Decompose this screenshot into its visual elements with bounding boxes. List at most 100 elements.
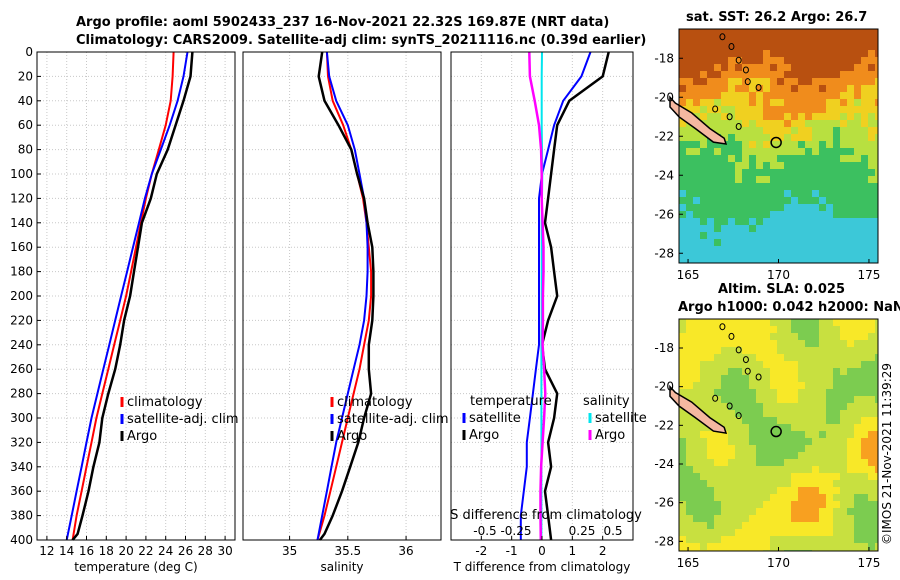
sal-legend-label: Argo: [337, 429, 367, 444]
temp-xtick-label: 18: [99, 544, 114, 558]
sst_map-xtick-label: 175: [858, 268, 881, 282]
diff-series-temperature-satellite: [519, 51, 592, 540]
sla_map-island: [712, 394, 719, 402]
sal-xtick-label: 35: [282, 544, 297, 558]
diff-top-tick-label: -0.25: [500, 524, 531, 538]
sla_map-ytick-label: -28: [654, 534, 674, 548]
sla_map-island: [728, 332, 735, 340]
sal-xtick-label: 35.5: [334, 544, 361, 558]
depth-tick-label: 40: [18, 94, 33, 108]
depth-tick-label: 400: [10, 533, 33, 547]
temp-series-argo: [71, 51, 194, 541]
sst_map-argo-location-marker: [770, 136, 782, 149]
sla_map-island: [735, 412, 742, 420]
diff-xtick-label: 2: [599, 544, 607, 558]
depth-tick-label: 200: [10, 289, 33, 303]
sal-legend-label: climatology: [337, 395, 413, 410]
sla_map-island: [742, 356, 749, 364]
depth-tick-label: 280: [10, 387, 33, 401]
sla_map-island: [719, 323, 726, 331]
sla_map-ytick-label: -18: [654, 341, 674, 355]
sla_map-ytick-label: -22: [654, 418, 674, 432]
depth-tick-label: 220: [10, 313, 33, 327]
temp-xtick-label: 20: [118, 544, 133, 558]
depth-tick-label: 240: [10, 338, 33, 352]
sal-series-satellite-adj-clim: [316, 51, 369, 541]
depth-tick-label: 60: [18, 118, 33, 132]
sst_map-xtick-label: 170: [767, 268, 790, 282]
sla_map-xtick-label: 165: [677, 556, 700, 570]
diff-xtick-label: -2: [475, 544, 487, 558]
diff-temp-legend-label: Argo: [469, 428, 499, 443]
depth-tick-label: 320: [10, 435, 33, 449]
sal-series-climatology: [316, 51, 373, 541]
chart-title-line1: Argo profile: aoml 5902433_237 16-Nov-20…: [76, 15, 610, 30]
depth-tick-label: 380: [10, 509, 33, 523]
diff-legend-header-salinity: salinity: [583, 394, 630, 409]
temp-xtick-label: 28: [198, 544, 213, 558]
temp-xtick-label: 30: [217, 544, 232, 558]
temp-xtick-label: 16: [79, 544, 94, 558]
sst_map-ytick-label: -20: [654, 90, 674, 104]
sla_map-argo-location-marker: [770, 425, 782, 438]
sal-xlabel: salinity: [320, 560, 363, 574]
sla_map-island: [755, 373, 762, 381]
temp-xtick-label: 12: [39, 544, 54, 558]
sst_map-ytick-label: -28: [654, 246, 674, 260]
temp-xtick-label: 26: [178, 544, 193, 558]
sla_map-island: [744, 367, 751, 375]
sla_map-xtick-label: 170: [767, 556, 790, 570]
temp-xtick-label: 24: [158, 544, 173, 558]
diff-top-axis-label: S difference from climatology: [450, 508, 642, 523]
diff-sal-legend-label: satellite: [595, 411, 647, 426]
temp-legend-label: climatology: [127, 395, 203, 410]
sst_map-island: [728, 43, 735, 51]
sal-series-argo: [317, 51, 375, 541]
sst_map-ytick-label: -22: [654, 129, 674, 143]
diff-top-tick-label: 0.25: [569, 524, 596, 538]
sst_map-island: [742, 66, 749, 74]
sst_map-ytick-label: -18: [654, 51, 674, 65]
sla_map-ytick-label: -20: [654, 380, 674, 394]
depth-tick-label: 160: [10, 240, 33, 254]
temp-legend-label: satellite-adj. clim: [127, 412, 239, 427]
sst_map-xtick-label: 165: [677, 268, 700, 282]
sst_map-ytick-label: -24: [654, 168, 674, 182]
diff-series-salinity-argo: [528, 51, 547, 541]
sst-map-title: sat. SST: 26.2 Argo: 26.7: [686, 10, 868, 25]
diff-temp-legend-label: satellite: [469, 411, 521, 426]
sla_map-island: [735, 346, 742, 354]
sla_map-raster: [679, 319, 878, 551]
diff-legend-header-temperature: temperature: [470, 394, 552, 409]
sst_map-island: [755, 84, 762, 91]
sst_map-island: [735, 123, 742, 130]
sst_map-new-caledonia-land: [669, 95, 728, 145]
sla_map-ytick-label: -26: [654, 496, 674, 510]
depth-tick-label: 260: [10, 362, 33, 376]
temp-series-climatology: [71, 51, 175, 541]
depth-tick-label: 0: [25, 45, 33, 59]
diff-sal-legend-label: Argo: [595, 428, 625, 443]
sal-xtick-label: 36: [398, 544, 413, 558]
sla-map-title-line1: Altim. SLA: 0.025: [718, 282, 845, 297]
depth-tick-label: 140: [10, 216, 33, 230]
sst_map-raster: [679, 29, 878, 263]
temp-xtick-label: 14: [59, 544, 74, 558]
sla_map-xtick-label: 175: [858, 556, 881, 570]
temp-series-satellite-adj-clim: [65, 51, 189, 541]
sla_map-ytick-label: -24: [654, 457, 674, 471]
diff-xtick-label: 0: [538, 544, 546, 558]
sal-legend-label: satellite-adj. clim: [337, 412, 449, 427]
sst_map-island: [735, 56, 742, 64]
depth-tick-label: 80: [18, 143, 33, 157]
sst_map-island: [712, 105, 719, 113]
depth-tick-label: 100: [10, 167, 33, 181]
diff-series-temperature-argo: [540, 51, 610, 541]
temp-xtick-label: 22: [138, 544, 153, 558]
depth-tick-label: 180: [10, 265, 33, 279]
temp-legend-label: Argo: [127, 429, 157, 444]
sst_map-island: [719, 33, 726, 41]
depth-tick-label: 120: [10, 191, 33, 205]
sst_map-island: [744, 78, 751, 86]
